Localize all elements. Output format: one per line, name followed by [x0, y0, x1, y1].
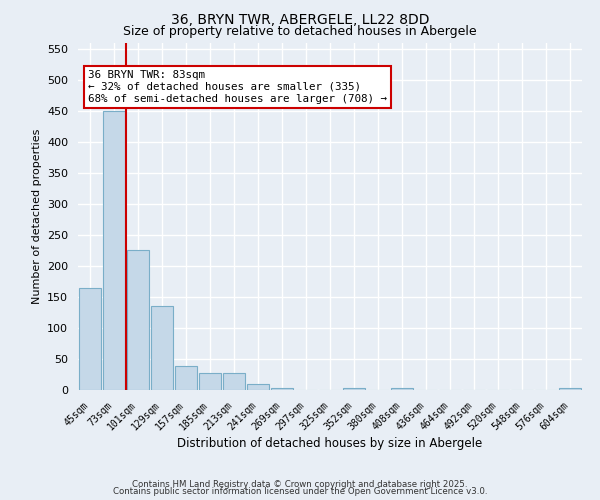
Text: 36 BRYN TWR: 83sqm
← 32% of detached houses are smaller (335)
68% of semi-detach: 36 BRYN TWR: 83sqm ← 32% of detached hou… [88, 70, 387, 104]
Text: Contains public sector information licensed under the Open Government Licence v3: Contains public sector information licen… [113, 487, 487, 496]
Text: Contains HM Land Registry data © Crown copyright and database right 2025.: Contains HM Land Registry data © Crown c… [132, 480, 468, 489]
Bar [559, 388, 581, 390]
Bar [103, 111, 125, 390]
Bar [199, 373, 221, 390]
Bar [79, 288, 101, 390]
Bar [391, 388, 413, 390]
Y-axis label: Number of detached properties: Number of detached properties [32, 128, 41, 304]
Bar [175, 366, 197, 390]
Bar [247, 384, 269, 390]
Text: Size of property relative to detached houses in Abergele: Size of property relative to detached ho… [123, 25, 477, 38]
Bar [343, 388, 365, 390]
Bar [127, 250, 149, 390]
Text: 36, BRYN TWR, ABERGELE, LL22 8DD: 36, BRYN TWR, ABERGELE, LL22 8DD [171, 12, 429, 26]
X-axis label: Distribution of detached houses by size in Abergele: Distribution of detached houses by size … [178, 438, 482, 450]
Bar [223, 373, 245, 390]
Bar [151, 306, 173, 390]
Bar [271, 388, 293, 390]
